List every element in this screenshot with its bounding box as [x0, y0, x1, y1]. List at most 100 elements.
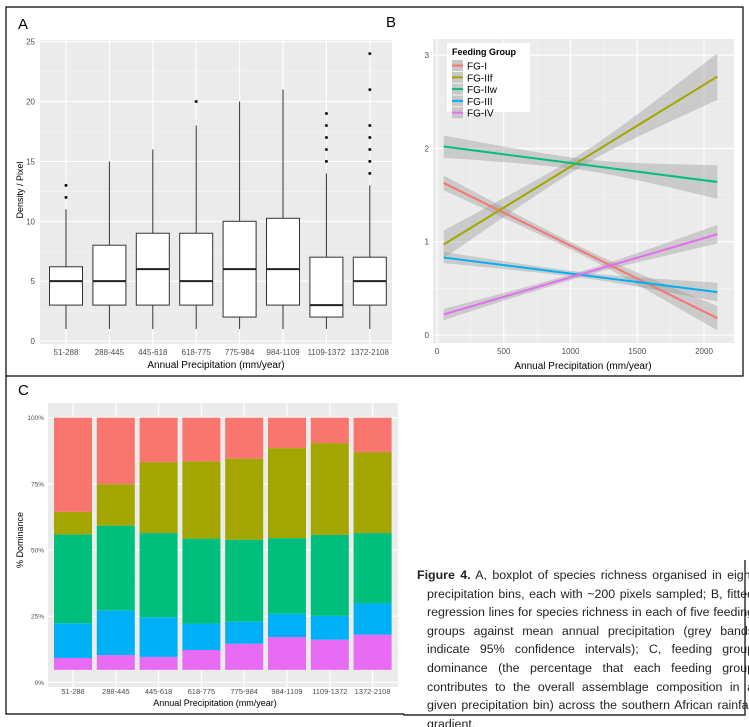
x-tick-label: 1109-1372 — [308, 348, 346, 357]
x-tick-label: 0 — [435, 347, 440, 356]
stacked-bar-segment — [96, 525, 135, 611]
legend-label: FG-IIw — [467, 85, 498, 96]
stacked-bar-segment — [182, 538, 221, 624]
outlier-point — [324, 147, 328, 151]
x-tick-label: 288-445 — [95, 348, 125, 357]
stacked-bar-segment — [310, 615, 349, 640]
outlier-point — [368, 135, 372, 139]
stacked-bar-segment — [225, 643, 264, 670]
stacked-bar-segment — [182, 650, 221, 670]
outlier-point — [368, 159, 372, 163]
confidence-band — [443, 53, 718, 259]
stacked-bar-segment — [353, 417, 392, 453]
box — [49, 266, 83, 306]
box — [179, 232, 214, 306]
x-tick-label: 51-288 — [54, 348, 79, 357]
stacked-bar-segment — [139, 417, 178, 463]
x-tick-label: 618-775 — [188, 687, 216, 696]
y-tick-label: 25% — [31, 614, 44, 621]
regression-line — [443, 75, 718, 246]
stacked-bar-segment — [139, 462, 178, 534]
outlier-point — [324, 159, 328, 163]
stacked-bar-segment — [268, 448, 306, 539]
stacked-bar-segment — [96, 484, 135, 526]
y-tick-label: 25 — [26, 38, 35, 47]
stacked-bar-segment — [182, 417, 221, 462]
x-tick-label: 618-775 — [182, 348, 212, 357]
y-axis-title: Density / Pixel — [15, 161, 25, 218]
stacked-bar-segment — [54, 417, 92, 512]
outlier-point — [368, 124, 372, 128]
legend-label: FG-I — [467, 62, 487, 73]
stacked-bar-segment — [310, 639, 349, 670]
legend-label: FG-III — [467, 97, 493, 108]
x-tick-label: 288-445 — [102, 687, 130, 696]
figure-caption: Figure 4. A, boxplot of species richness… — [417, 566, 749, 727]
x-tick-label: 775-984 — [230, 687, 258, 696]
regression-line — [443, 233, 718, 316]
stacked-bar-segment — [268, 637, 306, 670]
y-tick-label: 2 — [425, 144, 430, 153]
stacked-bar-segment — [54, 511, 92, 535]
stacked-bar-segment — [182, 461, 221, 539]
panel-label-b: B — [386, 14, 396, 31]
stacked-bar-segment — [225, 458, 264, 540]
outlier-point — [64, 195, 68, 199]
stacked-bar-segment — [96, 610, 135, 656]
confidence-band — [443, 251, 718, 302]
x-tick-label: 445-618 — [138, 348, 168, 357]
outlier-point — [324, 135, 328, 139]
x-tick-label: 1500 — [628, 347, 646, 356]
stacked-bar-segment — [268, 538, 306, 614]
regression-line — [443, 182, 718, 320]
confidence-band — [443, 224, 718, 321]
regression-line — [443, 145, 718, 183]
legend-title: Feeding Group — [452, 47, 517, 57]
stacked-bar-segment — [268, 613, 306, 638]
caption-label: Figure 4. — [417, 568, 471, 582]
y-tick-label: 0 — [31, 337, 36, 346]
stacked-bar-segment — [96, 655, 135, 670]
y-tick-label: 5 — [31, 277, 36, 286]
stacked-bar-segment — [54, 623, 92, 658]
outlier-point — [368, 171, 372, 175]
x-axis-title: Annual Precipitation (mm/year) — [153, 698, 277, 708]
stacked-bar-segment — [96, 417, 135, 485]
stacked-bar-segment — [310, 443, 349, 535]
y-tick-label: 0 — [425, 331, 430, 340]
y-tick-label: 3 — [425, 51, 430, 60]
box — [309, 256, 344, 318]
stacked-bar-segment — [139, 617, 178, 657]
outlier-point — [368, 88, 372, 92]
x-tick-label: 1372-2108 — [351, 348, 390, 357]
y-tick-label: 20 — [26, 98, 35, 107]
caption-text: A, boxplot of species richness organised… — [427, 568, 749, 727]
outlier-point — [368, 52, 372, 56]
stacked-bar-segment — [353, 603, 392, 635]
x-tick-label: 984-1109 — [271, 687, 302, 696]
stacked-bar-segment — [353, 634, 392, 670]
y-axis-title: % Dominance — [15, 512, 25, 568]
stacked-bar-segment — [139, 656, 178, 670]
y-tick-label: 50% — [31, 548, 44, 555]
caption-frame — [403, 560, 746, 716]
stacked-bar-segment — [268, 417, 306, 449]
x-tick-label: 1109-1372 — [312, 687, 347, 696]
y-tick-label: 1 — [425, 238, 430, 247]
x-tick-label: 1372-2108 — [355, 687, 391, 696]
outlier-point — [324, 124, 328, 128]
stacked-bar-segment — [54, 534, 92, 624]
stacked-bar-segment — [225, 539, 264, 622]
stacked-bar-segment — [353, 452, 392, 534]
outlier-point — [194, 100, 198, 104]
outlier-point — [324, 112, 328, 116]
x-tick-label: 775-984 — [225, 348, 255, 357]
legend-label: FG-IIf — [467, 73, 493, 84]
stacked-bar-segment — [54, 657, 92, 670]
stacked-bar-segment — [139, 533, 178, 618]
stacked-bar-segment — [310, 417, 349, 444]
legend-label: FG-IV — [467, 109, 494, 120]
confidence-band — [443, 135, 718, 199]
stacked-bar-segment — [182, 623, 221, 651]
